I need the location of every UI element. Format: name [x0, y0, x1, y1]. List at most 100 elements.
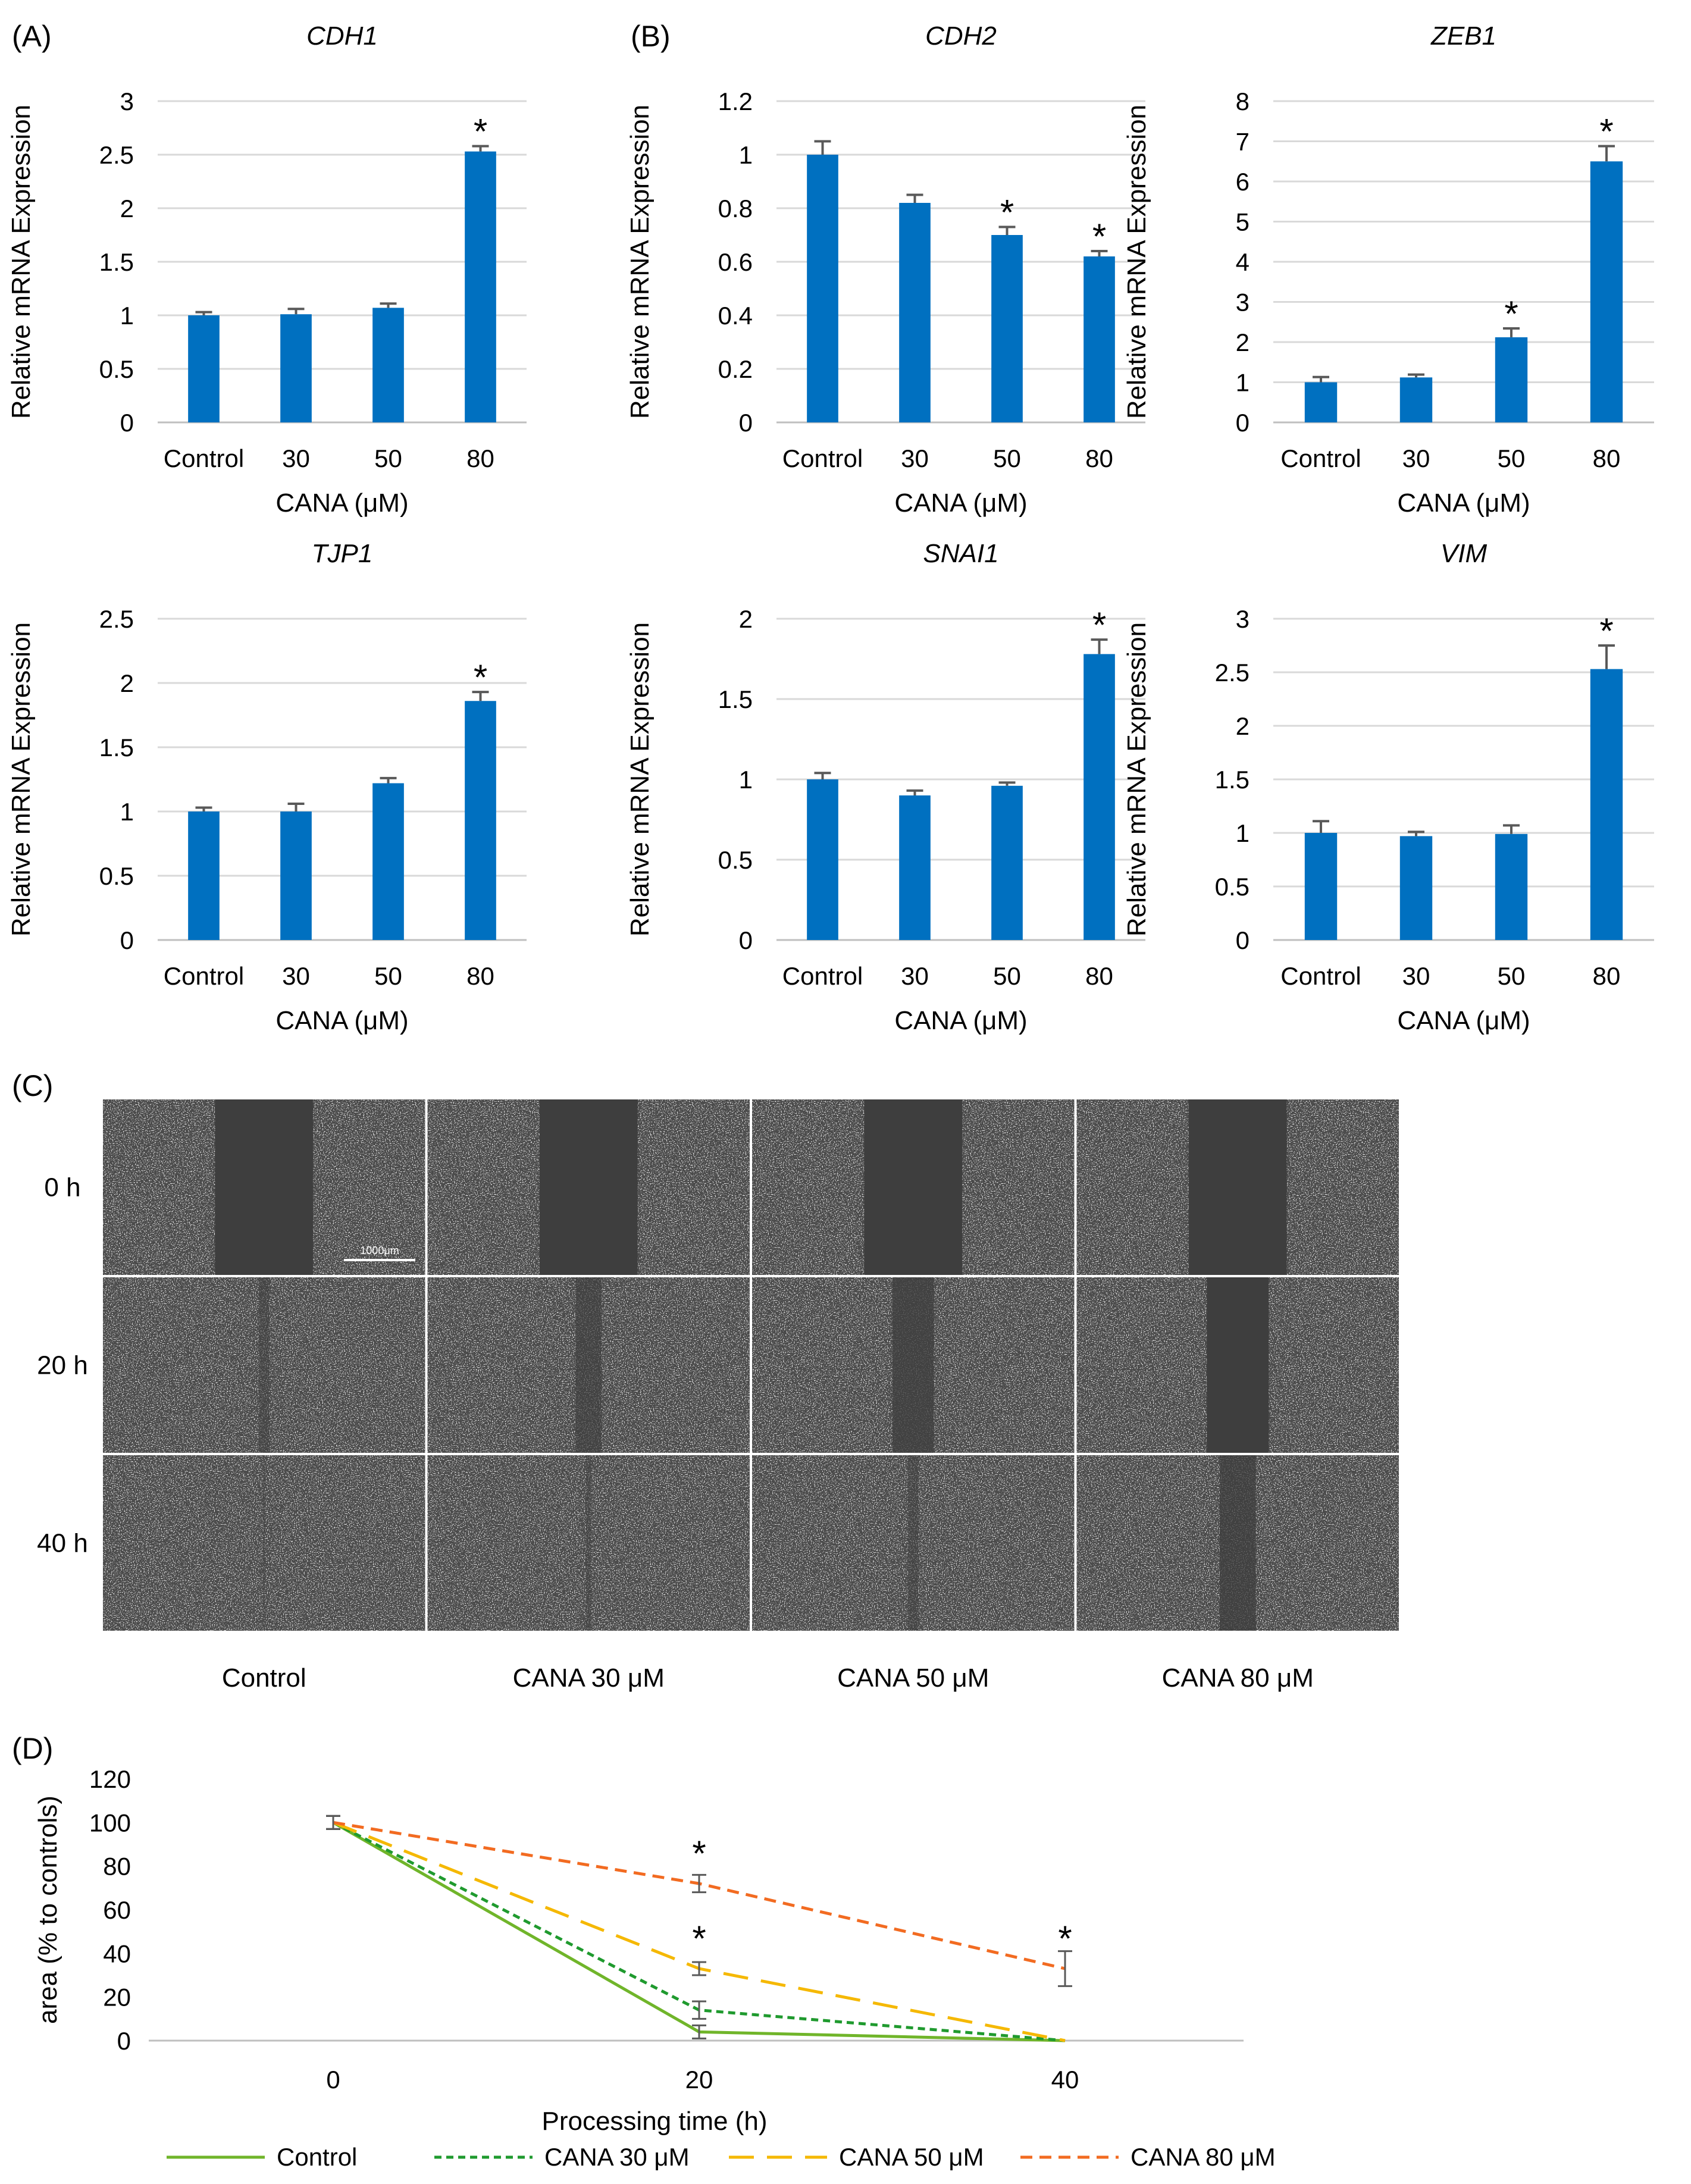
- bar: [1399, 377, 1433, 422]
- bar: [1399, 836, 1433, 940]
- y-tick-label: 1.5: [99, 248, 134, 276]
- wound-gap: [1188, 1099, 1287, 1275]
- x-tick-label: 50: [374, 444, 402, 472]
- wound-gap: [215, 1099, 314, 1275]
- significance-star: *: [1092, 605, 1106, 645]
- y-tick-label: 0: [120, 409, 134, 437]
- x-tick-label: 80: [466, 444, 494, 472]
- y-tick-label: 0.5: [1215, 873, 1250, 901]
- bar: [1304, 382, 1338, 422]
- micrograph-tile: [752, 1099, 1075, 1275]
- micrograph-tile: [103, 1455, 425, 1631]
- legend-label: Control: [277, 2143, 357, 2171]
- significance-star: *: [692, 1919, 706, 1959]
- x-tick-label: 80: [1085, 962, 1113, 990]
- micrograph-tile: [1076, 1455, 1399, 1631]
- micrograph-tile: [427, 1099, 750, 1275]
- y-tick-label: 2: [120, 195, 134, 223]
- x-axis-label: CANA (μM): [1397, 1006, 1530, 1035]
- bar: [1084, 256, 1115, 422]
- x-tick-label: 80: [466, 962, 494, 990]
- y-tick-label: 6: [1236, 168, 1250, 196]
- wound-gap: [908, 1455, 919, 1631]
- y-tick-label: 20: [103, 1984, 131, 2011]
- panel-label-d: (D): [12, 1732, 53, 1765]
- y-tick-label: 2: [120, 669, 134, 697]
- x-axis-label: CANA (μM): [275, 488, 408, 518]
- x-tick-label: 50: [1498, 962, 1526, 990]
- significance-star: *: [474, 112, 487, 152]
- chart-title: TJP1: [312, 539, 373, 568]
- bar: [1590, 669, 1623, 940]
- panel-label-c: (C): [12, 1069, 53, 1102]
- y-tick-label: 0.5: [99, 355, 134, 383]
- wound-gap: [893, 1277, 934, 1453]
- y-tick-label: 1: [120, 798, 134, 826]
- significance-star: *: [1504, 294, 1518, 334]
- column-label: Control: [222, 1663, 306, 1693]
- y-tick-label: 2.5: [1215, 659, 1250, 687]
- bar: [899, 203, 931, 422]
- bar: [372, 783, 404, 940]
- y-tick-label: 1.5: [99, 734, 134, 762]
- wound-gap: [864, 1099, 963, 1275]
- y-tick-label: 4: [1236, 248, 1250, 276]
- bar-chart-panels: 0 0.5 1 1.5 2 2.5 3 CDH1 Relative mRNA Expressio…: [7, 21, 1654, 1035]
- bar: [807, 779, 838, 940]
- y-tick-label: 1: [1236, 819, 1250, 847]
- y-tick-label: 40: [103, 1939, 131, 1967]
- y-tick-label: 0.6: [718, 248, 753, 276]
- chart-title: CDH2: [925, 21, 997, 51]
- bar: [465, 151, 496, 422]
- column-label: CANA 50 μM: [837, 1663, 989, 1693]
- x-tick-label: Control: [782, 962, 863, 990]
- significance-star: *: [692, 1834, 706, 1873]
- panel-label-a: (A): [12, 20, 52, 53]
- y-tick-label: 3: [1236, 289, 1250, 317]
- x-axis-label: CANA (μM): [275, 1006, 408, 1035]
- y-tick-label: 1.5: [718, 685, 753, 713]
- chart-title: CDH1: [306, 21, 378, 51]
- significance-star: *: [1058, 1919, 1072, 1959]
- y-tick-label: 100: [89, 1809, 131, 1837]
- x-axis-label: CANA (μM): [1397, 488, 1530, 518]
- wound-gap: [259, 1277, 270, 1453]
- y-tick-label: 0: [739, 926, 753, 954]
- y-tick-label: 1: [120, 302, 134, 330]
- x-axis-label: Processing time (h): [541, 2107, 767, 2136]
- wound-gap: [539, 1099, 638, 1275]
- x-tick-label: 50: [1498, 444, 1526, 472]
- micrograph-tile: [1076, 1099, 1399, 1275]
- y-axis-label: Relative mRNA Expression: [1122, 622, 1151, 936]
- column-label: CANA 30 μM: [513, 1663, 665, 1693]
- y-tick-label: 3: [1236, 605, 1250, 633]
- significance-star: *: [474, 657, 487, 697]
- bar: [1304, 833, 1338, 940]
- bar: [991, 785, 1023, 940]
- y-tick-label: 2: [1236, 328, 1250, 356]
- y-tick-label: 0: [120, 926, 134, 954]
- y-axis-label: area (% to controls): [33, 1796, 62, 2024]
- x-axis-label: CANA (μM): [894, 488, 1027, 518]
- y-axis-label: Relative mRNA Expression: [625, 105, 655, 419]
- y-tick-label: 2: [1236, 712, 1250, 740]
- y-tick-label: 120: [89, 1765, 131, 1793]
- chart-title: SNAI1: [923, 539, 998, 568]
- panel-label-b: (B): [631, 20, 671, 53]
- micrograph-cells: [427, 1455, 750, 1631]
- bar-chart-cdh2: 0 0.2 0.4 0.6 0.8 1 1.2 CDH2 Relative mRNA Expre…: [625, 21, 1145, 518]
- bar-chart-cdh1: 0 0.5 1 1.5 2 2.5 3 CDH1 Relative mRNA Expressio…: [7, 21, 527, 518]
- row-label: 20 h: [37, 1351, 88, 1380]
- y-tick-label: 0.4: [718, 302, 753, 330]
- chart-title: VIM: [1441, 539, 1488, 568]
- y-tick-label: 1: [739, 766, 753, 794]
- y-tick-label: 2: [739, 605, 753, 633]
- y-tick-label: 8: [1236, 87, 1250, 115]
- chart-title: ZEB1: [1430, 21, 1496, 51]
- row-label: 0 h: [44, 1173, 80, 1202]
- significance-star: *: [1092, 217, 1106, 256]
- x-tick-label: 50: [993, 444, 1021, 472]
- y-tick-label: 60: [103, 1896, 131, 1924]
- x-tick-label: Control: [164, 962, 244, 990]
